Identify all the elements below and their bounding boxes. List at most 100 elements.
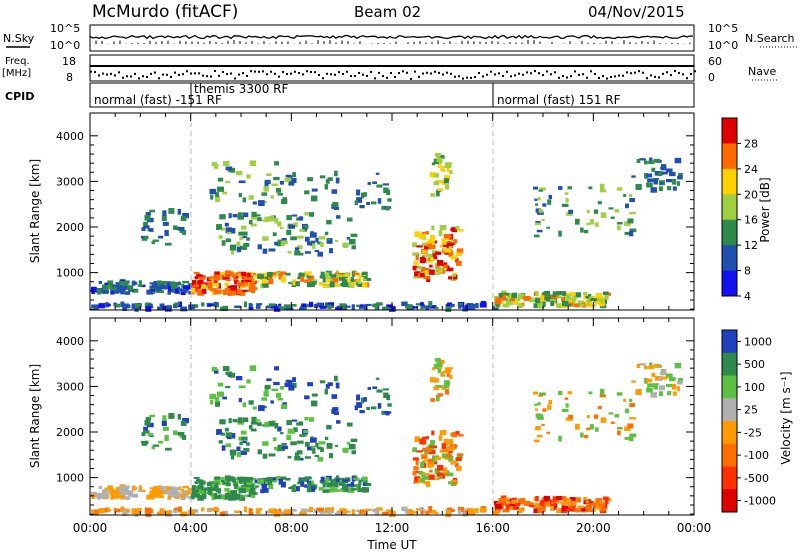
- power-cell: [149, 209, 156, 213]
- power-cell: [228, 213, 232, 219]
- power-cell: [97, 288, 102, 295]
- velocity-cell: [220, 511, 226, 517]
- velocity-cell: [377, 403, 382, 409]
- cpid-label: CPID: [5, 90, 34, 103]
- velocity-cell: [272, 437, 277, 442]
- power-cell: [451, 274, 456, 277]
- velocity-cell: [629, 435, 634, 442]
- velocity-cell: [529, 504, 536, 508]
- velocity-cell: [426, 448, 433, 452]
- power-cell: [386, 189, 391, 196]
- power-cell: [218, 272, 225, 275]
- velocity-cell: [434, 511, 439, 515]
- power-cell: [414, 271, 421, 274]
- power-cell: [429, 264, 433, 268]
- colorbar-swatch: [722, 352, 737, 376]
- power-cell: [225, 227, 233, 233]
- power-cell: [219, 289, 226, 294]
- velocity-cell: [280, 481, 286, 488]
- power-cell: [107, 303, 111, 306]
- velocity-cell: [339, 508, 347, 514]
- xtick-label: 12:00: [375, 521, 410, 535]
- power-cell: [428, 269, 435, 275]
- power-cell: [147, 228, 154, 232]
- velocity-cell: [166, 486, 171, 491]
- power-cell: [372, 303, 379, 308]
- velocity-cell: [658, 376, 662, 382]
- velocity-cell: [281, 445, 288, 450]
- power-cell: [164, 229, 169, 236]
- velocity-cell: [224, 492, 231, 496]
- power-cell: [177, 301, 183, 308]
- velocity-cell: [430, 461, 438, 465]
- velocity-cell: [320, 447, 324, 453]
- velocity-cell: [435, 357, 441, 363]
- power-cell: [222, 191, 227, 195]
- power-cell: [153, 280, 158, 287]
- velocity-cell: [356, 402, 363, 408]
- power-cell: [209, 188, 217, 195]
- power-cell: [629, 212, 637, 215]
- power-cell: [537, 211, 544, 215]
- velocity-cell: [98, 508, 106, 514]
- power-cell: [270, 195, 274, 199]
- velocity-cell: [263, 487, 269, 493]
- power-cell: [219, 214, 226, 220]
- velocity-cell: [440, 372, 444, 377]
- power-cell: [203, 282, 211, 286]
- power-cell: [227, 285, 233, 290]
- power-cell: [286, 214, 292, 221]
- power-cell: [542, 203, 547, 207]
- power-cell: [623, 193, 627, 197]
- velocity-cell: [170, 492, 176, 497]
- velocity-cell: [174, 431, 181, 435]
- power-cell: [565, 303, 571, 307]
- power-cell: [224, 287, 231, 291]
- velocity-cell: [358, 511, 363, 514]
- power-cell: [262, 248, 268, 254]
- power-cell: [168, 285, 172, 292]
- velocity-cell: [127, 490, 133, 496]
- velocity-cell: [287, 455, 292, 459]
- velocity-cell: [102, 494, 109, 499]
- power-cell: [561, 203, 569, 207]
- power-cell: [376, 302, 383, 306]
- power-cell: [544, 296, 549, 301]
- power-cell: [425, 241, 430, 246]
- power-cell: [276, 187, 282, 193]
- power-cell: [157, 285, 164, 290]
- power-cell: [242, 212, 249, 218]
- velocity-cell: [335, 382, 340, 389]
- velocity-ylabel: Slant Range [km]: [28, 364, 42, 468]
- velocity-cell: [437, 464, 443, 471]
- velocity-cell: [215, 400, 220, 407]
- velocity-cell: [284, 382, 292, 388]
- velocity-cell: [356, 509, 360, 512]
- power-cell: [548, 194, 553, 200]
- velocity-cell: [372, 508, 379, 513]
- power-colorbar: 28 24 20 16 12 8 4 Power [dB]: [721, 117, 772, 303]
- power-cell: [288, 224, 296, 229]
- velocity-cell: [164, 447, 172, 451]
- power-cell: [336, 305, 340, 309]
- velocity-cell: [268, 453, 276, 457]
- power-cell: [527, 297, 534, 302]
- power-cell: [512, 293, 518, 298]
- velocity-cell: [437, 368, 442, 374]
- velocity-cell: [515, 502, 521, 506]
- power-cell: [455, 260, 462, 266]
- power-cell: [446, 267, 454, 272]
- velocity-cell: [143, 426, 148, 433]
- power-cell: [225, 270, 231, 276]
- velocity-cell: [453, 479, 458, 485]
- power-cell: [659, 181, 664, 185]
- velocity-cell: [304, 484, 308, 488]
- power-cell: [144, 215, 151, 221]
- velocity-cell: [268, 480, 272, 485]
- velocity-cell: [546, 431, 551, 434]
- power-cell: [143, 225, 150, 229]
- velocity-cell: [270, 511, 277, 514]
- velocity-cell: [329, 484, 335, 488]
- velocity-cell: [585, 509, 593, 513]
- velocity-cell: [420, 507, 424, 511]
